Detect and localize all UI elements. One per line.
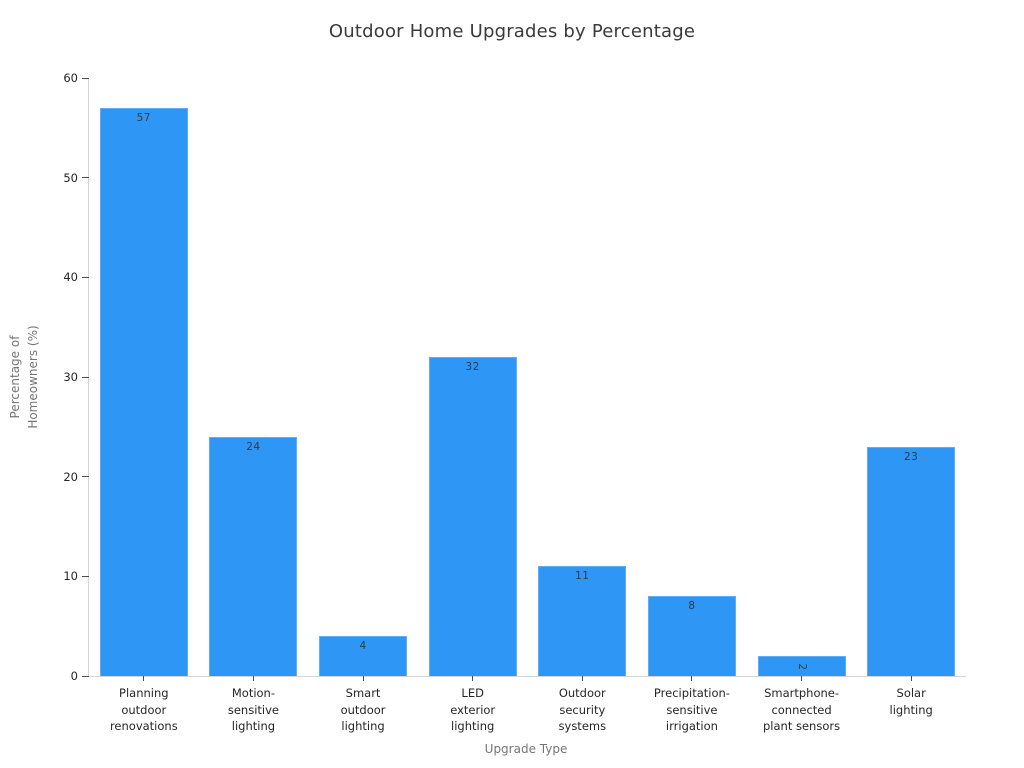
y-tick-mark [82, 575, 89, 577]
chart-title: Outdoor Home Upgrades by Percentage [328, 21, 696, 42]
bar-value-label: 23 [904, 451, 919, 463]
x-tick-label: LED exterior lighting [450, 686, 496, 734]
y-tick-label: 40 [63, 270, 78, 285]
y-tick-label: 60 [63, 71, 78, 85]
y-tick-mark [82, 476, 89, 478]
x-tick-mark [472, 676, 474, 681]
x-tick-label: Smartphone- connected plant sensors [763, 686, 841, 734]
x-tick-mark [581, 676, 583, 681]
bar: 32 [428, 357, 517, 676]
bar: 4 [319, 636, 408, 676]
bar-value-label: 24 [246, 441, 261, 453]
x-tick-label: Precipitation- sensitive irrigation [653, 686, 730, 734]
x-tick-label: Motion- sensitive lighting [227, 686, 279, 734]
y-tick-label: 30 [63, 370, 78, 384]
y-tick-label: 0 [70, 669, 78, 683]
bar: 23 [867, 447, 956, 676]
y-tick-mark [82, 675, 89, 677]
x-tick-mark [362, 676, 364, 681]
bar-value-label: 4 [359, 640, 367, 652]
bar-value-label: 57 [136, 112, 151, 124]
x-tick-label: Solar lighting [889, 686, 933, 717]
bar-value-label: 11 [575, 570, 590, 582]
y-tick-label: 20 [63, 469, 78, 484]
y-tick-mark [82, 376, 89, 378]
bar-value-label: 8 [688, 600, 696, 612]
y-tick-mark [82, 77, 89, 79]
bar: 24 [209, 437, 298, 676]
bar: 2 [757, 656, 846, 676]
x-tick-mark [252, 676, 254, 681]
y-tick-label: 10 [63, 569, 78, 584]
y-tick-label: 50 [63, 170, 78, 185]
bar: 57 [99, 108, 188, 676]
bar-value-label: 32 [465, 361, 480, 373]
x-tick-mark [910, 676, 912, 681]
x-tick-label: Planning outdoor renovations [109, 686, 178, 734]
x-tick-mark [801, 676, 803, 681]
x-tick-label: Smart outdoor lighting [340, 686, 386, 734]
bar: 8 [647, 596, 736, 676]
x-axis-label: Upgrade Type [484, 742, 568, 756]
y-tick-mark [82, 177, 89, 179]
x-tick-mark [691, 676, 693, 681]
bar-value-label: 2 [795, 662, 808, 671]
y-axis-label: Percentage of Homeowners (%) [8, 325, 40, 429]
x-tick-mark [143, 676, 145, 681]
x-tick-label: Outdoor security systems [558, 686, 607, 734]
y-tick-mark [82, 276, 89, 278]
bar: 11 [538, 566, 627, 676]
plot-area: 0 10 20 30 40 50 60 57 Planning outdoor renovati… [63, 71, 966, 733]
